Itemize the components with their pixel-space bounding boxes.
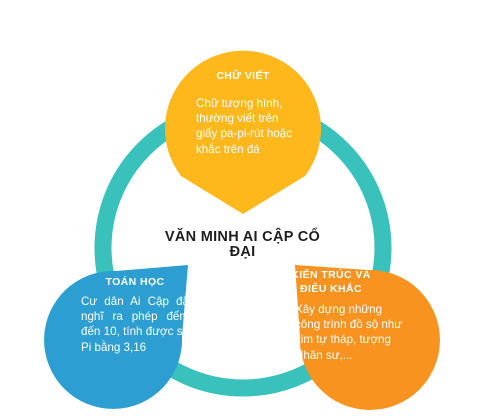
center-title: VĂN MINH AI CẬP CỔ ĐẠI xyxy=(164,229,321,260)
architecture-body: Xây dựng những công trình đồ sộ như kim … xyxy=(295,303,403,362)
architecture-node-shape xyxy=(295,265,440,410)
math-body: Cư dân Ai Cập đã nghĩ ra phép đếm đến 10… xyxy=(81,295,189,354)
architecture-heading: KIẾN TRÚC VÀ ĐIÊU KHẮC xyxy=(291,269,371,295)
math-heading: TOÁN HỌC xyxy=(105,276,165,288)
writing-body: Chữ tượng hình, thường viết trên giấy pa… xyxy=(196,97,293,156)
math-node-shape xyxy=(44,265,189,409)
writing-heading: CHỮ VIẾT xyxy=(216,70,270,82)
writing-node-shape xyxy=(165,50,321,214)
